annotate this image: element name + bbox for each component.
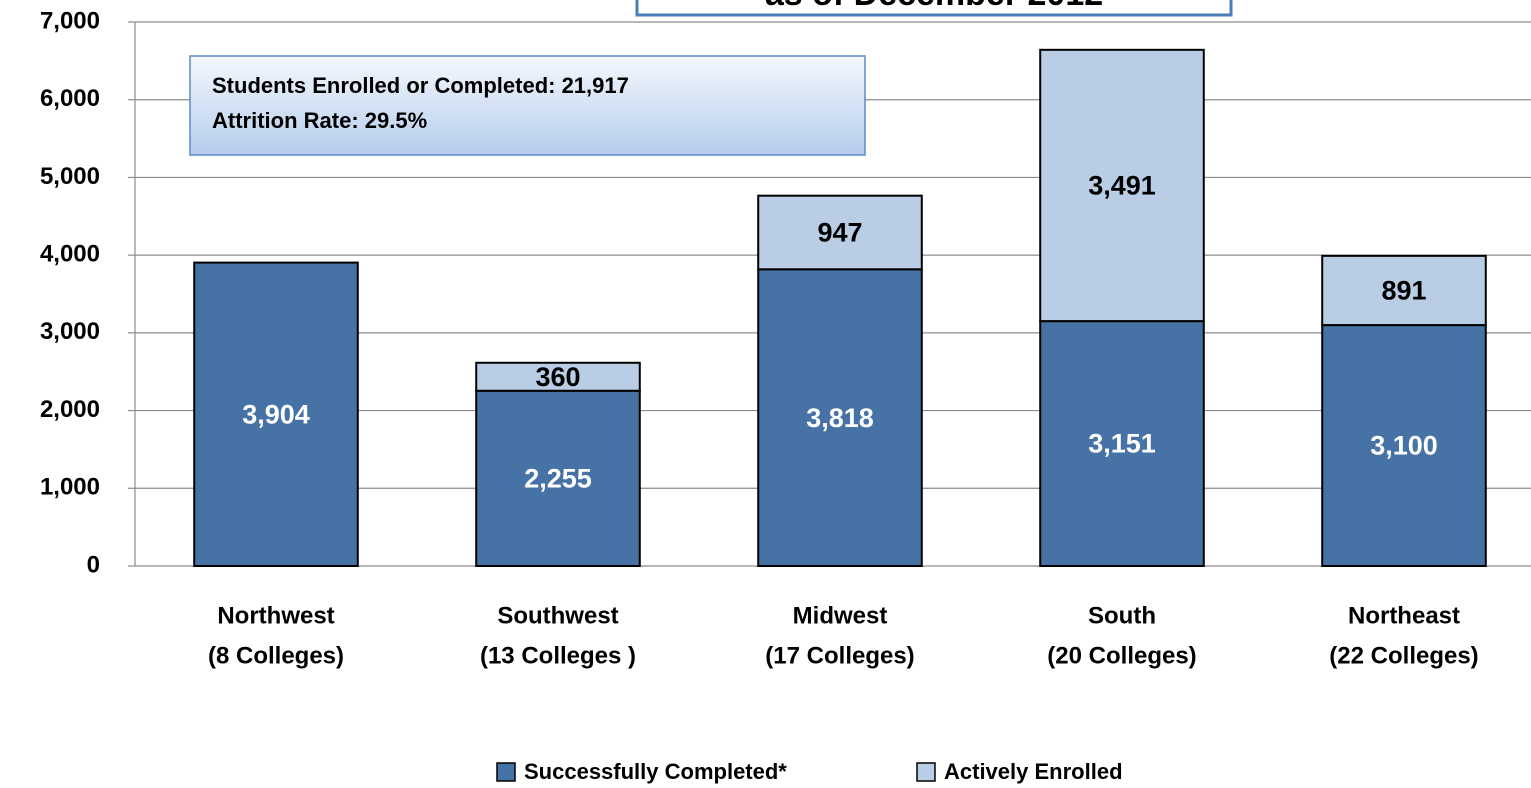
bar-segment <box>193 261 359 567</box>
x-tick-label: Northwest <box>217 602 334 629</box>
data-label: 3,491 <box>1088 171 1156 201</box>
legend-swatch <box>496 762 516 782</box>
data-label: 360 <box>535 362 580 392</box>
bar-segment <box>475 361 641 392</box>
data-label: 3,100 <box>1370 431 1438 461</box>
y-tick-label: 3,000 <box>40 318 100 345</box>
x-tick-label: (22 Colleges) <box>1329 642 1478 669</box>
y-tick-label: 7,000 <box>40 7 100 34</box>
annotation: Attrition Rate: 29.5% <box>212 108 427 133</box>
title-box <box>635 0 1233 17</box>
x-tick-label: (13 Colleges ) <box>480 642 636 669</box>
y-tick-label: 5,000 <box>40 163 100 190</box>
x-tick-label: Northeast <box>1348 602 1460 629</box>
bar-segment <box>757 194 923 271</box>
data-label: 3,904 <box>242 399 310 429</box>
legend-swatch <box>916 762 936 782</box>
grid: 0 1,000 2,000 3,000 4,000 5,000 6,000 7,000 <box>40 7 1531 578</box>
chart-title: as of December 2012 <box>765 0 1103 13</box>
data-label: 3,151 <box>1088 429 1156 459</box>
x-tick-label: (17 Colleges) <box>765 642 914 669</box>
x-tick-label: South <box>1088 602 1156 629</box>
y-tick-label: 1,000 <box>40 474 100 501</box>
annotation: Students Enrolled or Completed: 21,917 <box>212 73 629 98</box>
bars: 3,904 2,255 360 3,818 947 3,151 3,491 3,100 891 <box>193 48 1487 568</box>
data-label: 2,255 <box>524 464 592 494</box>
legend-label: Actively Enrolled <box>944 759 1123 784</box>
bar-segment <box>1039 48 1205 323</box>
x-tick-label: (20 Colleges) <box>1047 642 1196 669</box>
bar-segment <box>475 389 641 567</box>
bar-segment <box>757 268 923 567</box>
y-tick-label: 6,000 <box>40 85 100 112</box>
y-tick-label: 4,000 <box>40 240 100 267</box>
x-tick-label: Midwest <box>793 602 888 629</box>
y-tick-label: 0 <box>87 551 100 578</box>
data-label: 947 <box>817 218 862 248</box>
data-label: 891 <box>1381 276 1426 306</box>
bar-segment <box>1039 320 1205 567</box>
data-label: 3,818 <box>806 403 874 433</box>
annotation-box <box>189 55 866 156</box>
x-tick-label: (8 Colleges) <box>208 642 344 669</box>
legend-label: Successfully Completed* <box>524 759 787 784</box>
y-tick-label: 2,000 <box>40 396 100 423</box>
x-tick-label: Southwest <box>497 602 618 629</box>
bar-segment <box>1321 254 1487 327</box>
